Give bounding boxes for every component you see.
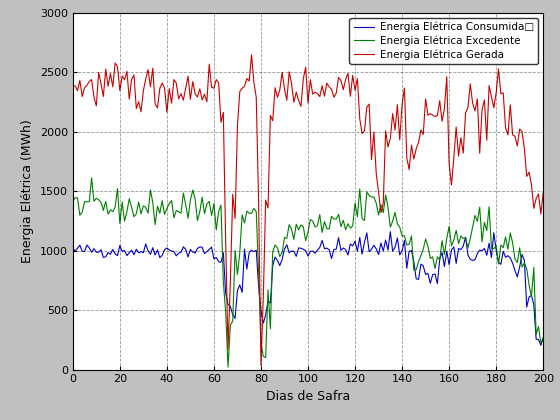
Energia Elétrica Gerada [328,87,335,92]
Y-axis label: Energia Elétrica (MWh): Energia Elétrica (MWh) [21,119,34,263]
Energia Elétrica Gerada [72,84,78,89]
Energia Elétrica Gerada [272,85,278,90]
Energia Elétrica Gerada [112,60,119,66]
Line: Energia Elétrica Consumida□: Energia Elétrica Consumida□ [73,232,543,345]
Energia Elétrica Consumida□ [69,246,76,251]
Energia Elétrica Consumida□ [502,255,509,260]
Energia Elétrica Gerada [258,363,264,368]
Energia Elétrica Consumida□ [538,343,544,348]
Energia Elétrica Gerada [248,52,255,57]
Energia Elétrica Consumida□ [324,246,330,251]
Energia Elétrica Excedente [114,186,121,191]
Energia Elétrica Gerada [505,132,511,137]
X-axis label: Dias de Safra: Dias de Safra [266,390,350,403]
Energia Elétrica Excedente [72,195,78,200]
Energia Elétrica Consumida□ [241,247,248,252]
Legend: Energia Elétrica Consumida□, Energia Elétrica Excedente, Energia Elétrica Gerada: Energia Elétrica Consumida□, Energia Elé… [349,18,538,64]
Energia Elétrica Consumida□ [72,249,78,254]
Energia Elétrica Gerada [241,84,248,89]
Line: Energia Elétrica Excedente: Energia Elétrica Excedente [73,178,543,367]
Energia Elétrica Excedente [225,365,231,370]
Energia Elétrica Excedente [328,214,335,219]
Energia Elétrica Gerada [69,84,76,89]
Energia Elétrica Excedente [69,199,76,204]
Energia Elétrica Excedente [246,211,253,216]
Energia Elétrica Gerada [540,190,547,195]
Line: Energia Elétrica Gerada: Energia Elétrica Gerada [73,55,543,366]
Energia Elétrica Consumida□ [540,336,547,341]
Energia Elétrica Excedente [505,247,511,252]
Energia Elétrica Excedente [88,176,95,181]
Energia Elétrica Excedente [540,335,547,340]
Energia Elétrica Consumida□ [387,229,394,234]
Energia Elétrica Consumida□ [267,300,274,305]
Energia Elétrica Excedente [272,242,278,247]
Energia Elétrica Consumida□ [112,251,119,256]
